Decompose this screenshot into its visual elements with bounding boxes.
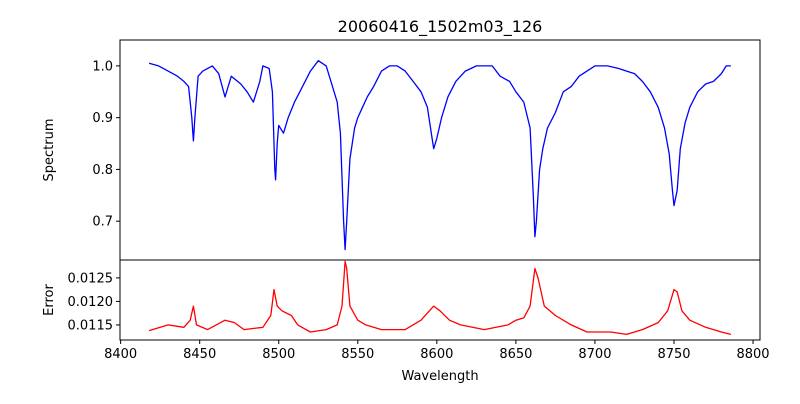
error-panel: 0.0115 0.0120 0.0125 8400 8450 8500 8550 8600 86… xyxy=(68,259,770,362)
error-y-label: Error xyxy=(42,284,57,316)
y-tick-label: 1.0 xyxy=(92,59,113,74)
y-tick-label: 0.0115 xyxy=(68,318,114,333)
x-axis-label: Wavelength xyxy=(401,369,478,384)
y-tick-label: 0.7 xyxy=(92,215,113,230)
x-tick-label: 8650 xyxy=(499,347,532,362)
x-tick-label: 8750 xyxy=(657,347,690,362)
y-tick-label: 0.9 xyxy=(92,111,113,126)
chart-title: 20060416_1502m03_126 xyxy=(338,17,543,37)
x-tick-label: 8500 xyxy=(262,347,295,362)
x-tick-label: 8600 xyxy=(420,347,453,362)
y-tick-label: 0.8 xyxy=(92,163,113,178)
series-line xyxy=(148,260,732,336)
x-tick-label: 8800 xyxy=(736,347,769,362)
y-tick-label: 0.0120 xyxy=(68,295,114,310)
spectrum-y-label: Spectrum xyxy=(42,119,57,182)
series-line xyxy=(148,60,731,251)
spectrum-panel: 0.7 0.8 0.9 1.0 xyxy=(92,39,761,261)
axes-frame xyxy=(119,259,761,341)
y-tick-label: 0.0125 xyxy=(68,271,114,286)
x-tick-label: 8450 xyxy=(183,347,216,362)
x-tick-label: 8400 xyxy=(104,347,137,362)
x-tick-label: 8550 xyxy=(341,347,374,362)
x-tick-label: 8700 xyxy=(578,347,611,362)
axes-frame xyxy=(119,39,761,261)
